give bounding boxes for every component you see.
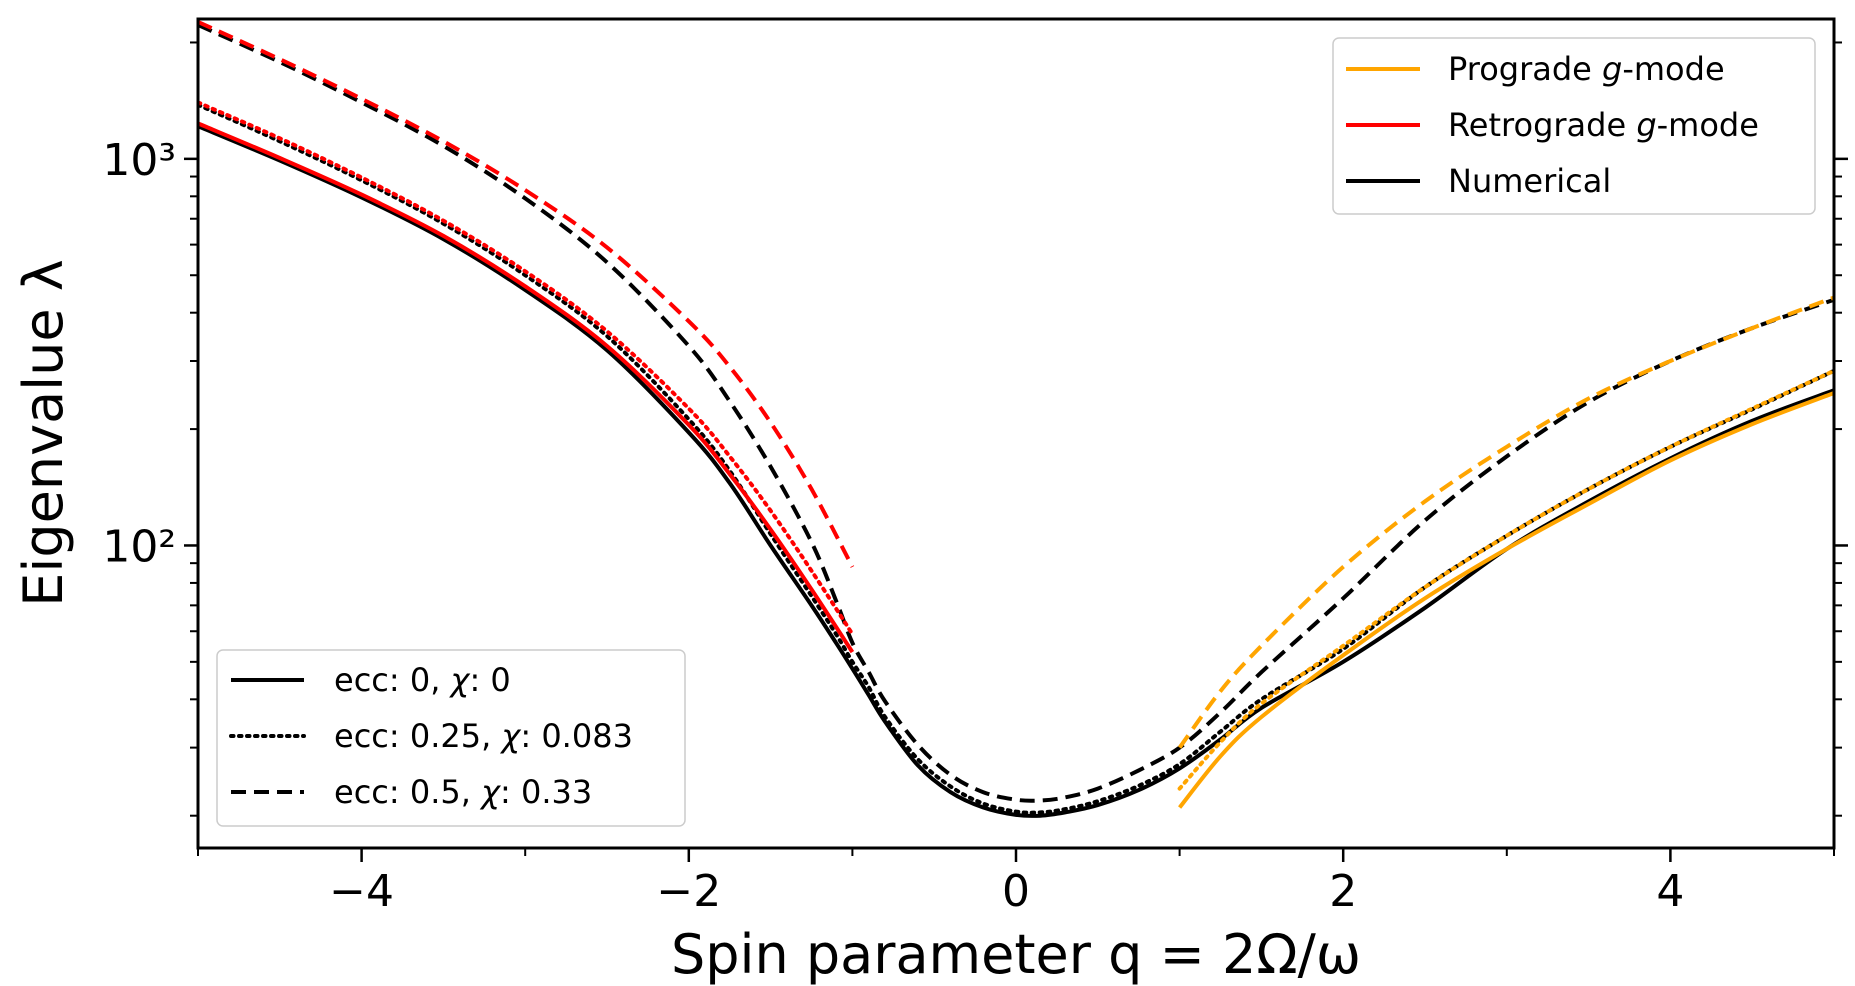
x-tick-label: −2 <box>656 866 721 917</box>
series-line-8 <box>1177 295 1834 749</box>
x-tick-label: 2 <box>1329 866 1357 917</box>
legend-label: ecc: 0.25, χ: 0.083 <box>334 717 633 755</box>
legend-label: Prograde g-mode <box>1448 50 1725 88</box>
y-tick-label: 10³ <box>102 135 176 186</box>
series-line-6 <box>1178 391 1834 809</box>
series-layer <box>198 20 1834 818</box>
x-tick-label: −4 <box>329 866 394 917</box>
legend-label: ecc: 0.5, χ: 0.33 <box>334 773 592 811</box>
style-legend-box <box>216 649 686 827</box>
series-line-5 <box>198 20 855 568</box>
y-tick-label: 10² <box>102 521 176 572</box>
series-line-2 <box>198 23 1834 803</box>
style-legend: ecc: 0, χ: 0 ecc: 0.25, χ: 0.083 ecc: 0.5,… <box>216 649 686 827</box>
legend-label: Retrograde g-mode <box>1448 106 1759 144</box>
x-tick-label: 0 <box>1002 866 1030 917</box>
color-legend-box <box>1332 37 1816 215</box>
legend-label: Numerical <box>1448 162 1611 200</box>
legend-label: ecc: 0, χ: 0 <box>334 661 511 699</box>
x-tick-label: 4 <box>1656 866 1684 917</box>
color-legend: Prograde g-mode Retrograde g-mode Numerica… <box>1332 37 1816 215</box>
series-line-4 <box>198 100 855 637</box>
axes-layer: −4 −2 0 2 4 10² 10³ <box>102 17 1848 917</box>
series-line-0 <box>198 124 1834 818</box>
y-axis-title: Eigenvalue λ <box>12 259 75 606</box>
series-line-3 <box>198 121 855 654</box>
series-line-7 <box>1177 368 1834 791</box>
x-axis-title: Spin parameter q = 2Ω/ω <box>671 923 1361 986</box>
